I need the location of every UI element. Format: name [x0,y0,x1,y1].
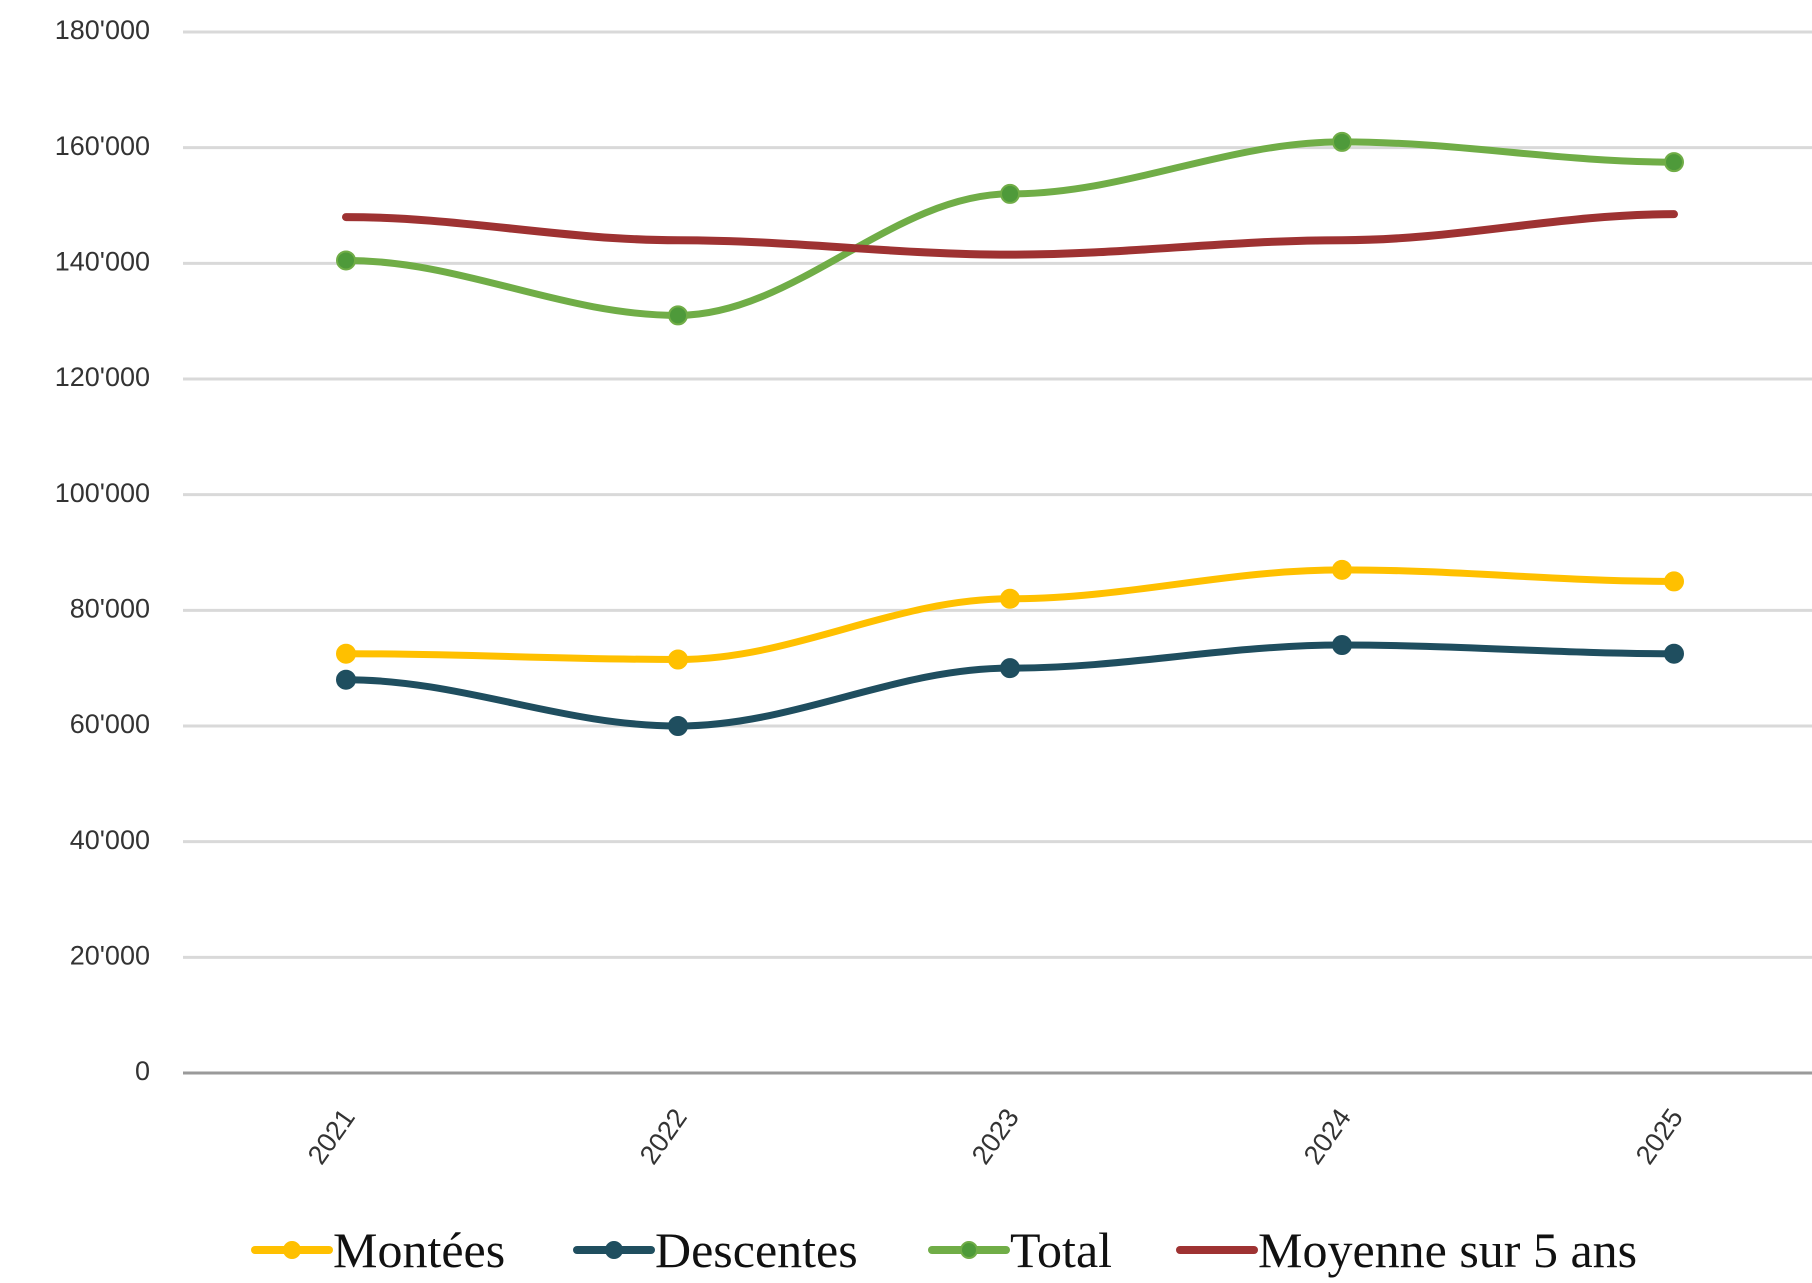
data-point-descentes [1000,658,1020,679]
data-point-mont-es [1000,588,1020,609]
data-point-total [1332,131,1352,152]
legend-item-total: Total [928,1222,1112,1278]
data-point-mont-es [1664,571,1684,592]
y-tick-label: 140'000 [55,246,150,276]
data-point-mont-es [336,643,356,664]
data-point-descentes [1664,643,1684,664]
y-tick-label: 0 [135,1056,150,1086]
legend-item-descentes: Descentes [573,1222,858,1278]
series-layer [336,131,1684,736]
data-point-total [668,305,688,326]
y-tick-label: 20'000 [70,940,150,970]
x-tick-label: 2021 [302,1103,361,1169]
legend: Montées Descentes Total Moyenne sur 5 ans [251,1222,1637,1278]
data-point-total [336,250,356,271]
legend-label: Montées [333,1222,505,1278]
legend-item-moyenne-sur-5-ans: Moyenne sur 5 ans [1176,1222,1637,1278]
y-tick-label: 160'000 [55,131,150,161]
y-tick-label: 80'000 [70,593,150,623]
legend-label: Descentes [655,1222,858,1278]
series-line-moyenne-sur-5-ans [342,210,1678,259]
data-point-total [1000,183,1020,204]
y-tick-label: 60'000 [70,709,150,739]
legend-label: Total [1010,1222,1112,1278]
data-point-mont-es [668,649,688,670]
legend-label: Moyenne sur 5 ans [1258,1222,1637,1278]
legend-marker-total [960,1241,978,1259]
y-tick-label: 40'000 [70,825,150,855]
legend-item-mont-es: Montées [251,1222,505,1278]
y-tick-label: 180'000 [55,15,150,45]
data-point-descentes [1332,635,1352,656]
legend-marker-descentes [605,1241,623,1259]
y-tick-label: 120'000 [55,362,150,392]
data-point-descentes [336,669,356,690]
x-axis-ticks: 2021 2022 2023 2024 2025 [302,1103,1689,1169]
data-point-descentes [668,716,688,736]
legend-marker-mont-es [283,1241,301,1259]
y-tick-label: 100'000 [55,478,150,508]
x-tick-label: 2022 [634,1103,693,1169]
y-axis-ticks: 0 20'000 40'000 60'000 80'000 100'000 120'000 1… [55,15,150,1086]
x-tick-label: 2025 [1630,1103,1689,1169]
data-point-total [1664,152,1684,173]
x-tick-label: 2023 [966,1103,1025,1169]
data-point-mont-es [1332,559,1352,580]
x-tick-label: 2024 [1298,1103,1357,1169]
grid-layer [183,30,1812,1075]
